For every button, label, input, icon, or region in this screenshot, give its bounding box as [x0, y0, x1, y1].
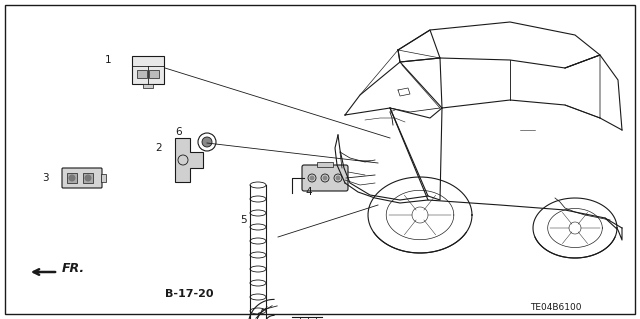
- Text: 6: 6: [175, 127, 182, 137]
- Bar: [101, 174, 106, 182]
- Text: 4: 4: [305, 187, 312, 197]
- Text: 2: 2: [155, 143, 162, 153]
- Text: TE04B6100: TE04B6100: [530, 303, 582, 313]
- Bar: [143, 84, 153, 88]
- Circle shape: [84, 174, 92, 182]
- Bar: [67, 173, 77, 183]
- Circle shape: [68, 174, 76, 182]
- Circle shape: [323, 175, 328, 181]
- Bar: [149, 70, 159, 78]
- Bar: [137, 70, 147, 78]
- FancyBboxPatch shape: [302, 165, 348, 191]
- FancyBboxPatch shape: [62, 168, 102, 188]
- Text: 3: 3: [42, 173, 49, 183]
- Text: 5: 5: [240, 215, 246, 225]
- Text: FR.: FR.: [62, 262, 85, 275]
- Text: 1: 1: [105, 55, 111, 65]
- Circle shape: [310, 175, 314, 181]
- Bar: [83, 173, 93, 183]
- Bar: [132, 56, 164, 84]
- Text: B-17-20: B-17-20: [165, 289, 214, 299]
- Circle shape: [202, 137, 212, 147]
- Bar: [317, 162, 333, 167]
- Circle shape: [335, 175, 340, 181]
- Polygon shape: [175, 138, 203, 182]
